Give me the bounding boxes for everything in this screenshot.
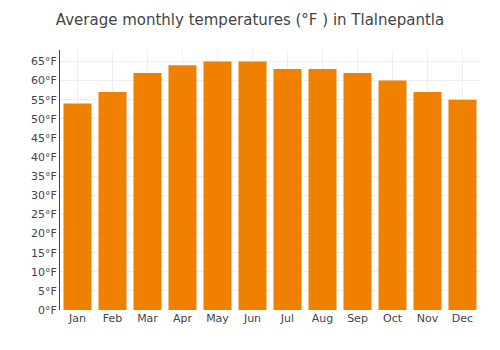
svg-text:Jul: Jul — [280, 312, 294, 325]
svg-text:Nov: Nov — [417, 312, 439, 325]
svg-text:Aug: Aug — [312, 312, 333, 325]
svg-text:Jan: Jan — [68, 312, 86, 325]
svg-text:60°F: 60°F — [31, 74, 57, 87]
svg-text:Feb: Feb — [103, 312, 122, 325]
svg-text:Oct: Oct — [383, 312, 403, 325]
svg-text:Jun: Jun — [243, 312, 261, 325]
svg-text:Dec: Dec — [452, 312, 473, 325]
svg-text:Sep: Sep — [347, 312, 368, 325]
svg-text:55°F: 55°F — [31, 94, 57, 107]
svg-text:30°F: 30°F — [31, 189, 57, 202]
svg-text:May: May — [206, 312, 229, 325]
svg-text:40°F: 40°F — [31, 151, 57, 164]
svg-text:45°F: 45°F — [31, 132, 57, 145]
svg-text:15°F: 15°F — [31, 247, 57, 260]
svg-text:Mar: Mar — [137, 312, 158, 325]
svg-text:25°F: 25°F — [31, 208, 57, 221]
svg-text:5°F: 5°F — [38, 285, 57, 298]
svg-text:65°F: 65°F — [31, 55, 57, 68]
svg-text:10°F: 10°F — [31, 266, 57, 279]
svg-text:0°F: 0°F — [38, 304, 57, 317]
svg-text:Apr: Apr — [173, 312, 193, 325]
svg-text:Average monthly temperatures (: Average monthly temperatures (°F ) in Tl… — [56, 11, 444, 29]
svg-text:35°F: 35°F — [31, 170, 57, 183]
svg-text:50°F: 50°F — [31, 113, 57, 126]
svg-text:20°F: 20°F — [31, 227, 57, 240]
